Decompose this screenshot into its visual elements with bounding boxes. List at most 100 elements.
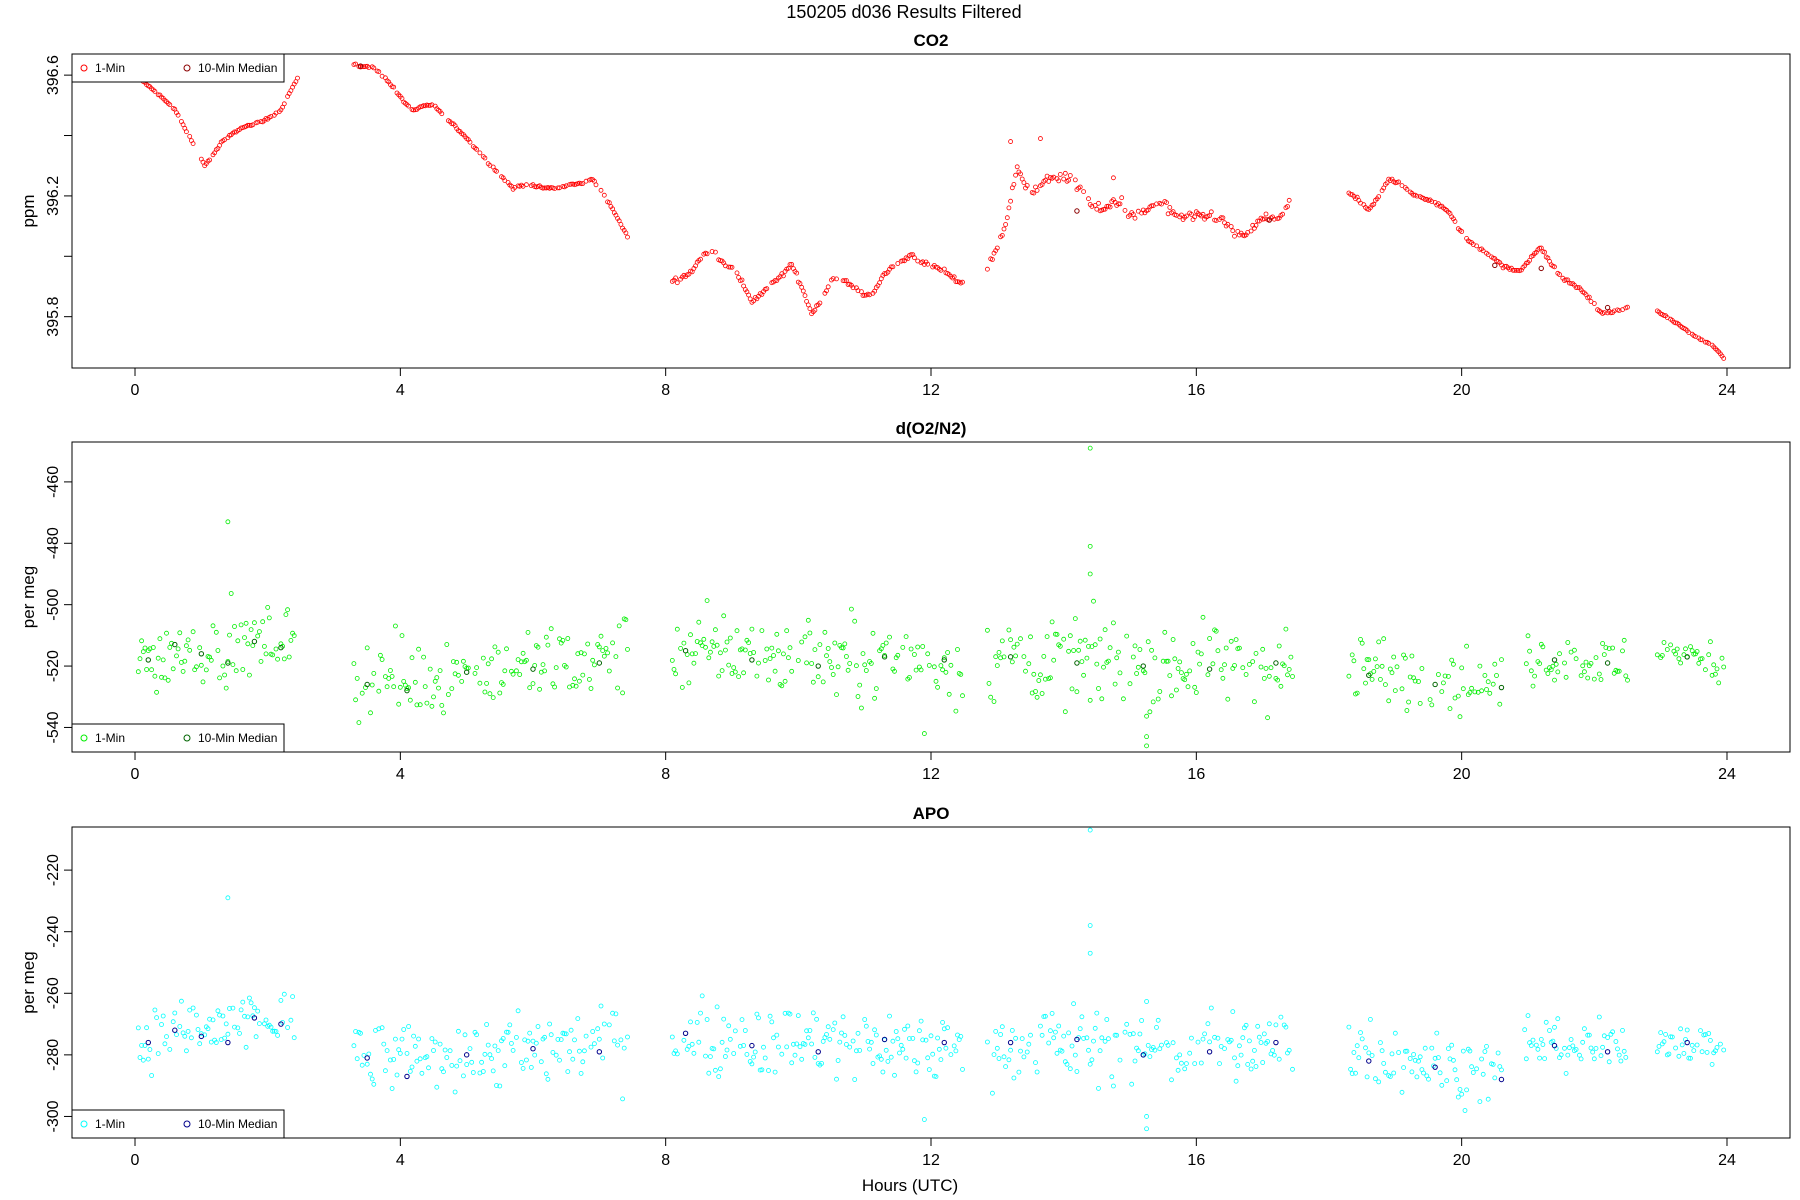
- data-point: [514, 668, 519, 674]
- data-point: [1462, 1108, 1468, 1113]
- y-axis-title: per meg: [19, 566, 38, 628]
- data-point: [1046, 178, 1052, 184]
- data-point: [923, 1037, 929, 1043]
- data-point: [233, 668, 239, 674]
- data-point: [1001, 226, 1007, 232]
- data-point: [698, 1010, 703, 1016]
- data-point: [251, 620, 257, 626]
- data-point: [701, 636, 707, 642]
- data-point: [852, 618, 858, 624]
- data-point: [502, 1063, 508, 1069]
- data-point: [1436, 672, 1441, 677]
- data-point: [1469, 685, 1474, 691]
- data-point: [1139, 1018, 1144, 1023]
- data-point: [532, 1052, 538, 1058]
- data-point: [895, 1036, 901, 1042]
- legend-box: [71, 1109, 285, 1139]
- data-point: [1606, 646, 1612, 651]
- data-point: [1404, 1048, 1410, 1054]
- y-tick-label: -300: [45, 1100, 62, 1132]
- data-point: [1479, 1056, 1484, 1062]
- data-point: [1255, 218, 1261, 224]
- data-point: [1482, 673, 1488, 678]
- data-point: [994, 1045, 1000, 1051]
- data-point: [490, 1068, 496, 1074]
- data-point: [1557, 272, 1562, 277]
- data-point: [703, 1053, 708, 1059]
- data-point: [135, 1025, 141, 1031]
- data-point: [200, 679, 206, 685]
- data-point: [1051, 657, 1057, 663]
- data-point: [1283, 1024, 1289, 1030]
- data-point: [915, 1060, 921, 1066]
- data-point: [1714, 666, 1720, 672]
- data-point: [784, 1044, 790, 1050]
- data-point: [988, 694, 994, 700]
- data-point: [1149, 203, 1154, 209]
- data-point: [366, 65, 372, 70]
- data-point: [162, 1041, 168, 1047]
- data-point: [139, 638, 145, 644]
- data-point: [246, 672, 252, 678]
- data-point: [948, 1052, 954, 1057]
- data-point: [1038, 1023, 1043, 1029]
- data-point: [938, 663, 944, 668]
- x-tick-label: 12: [922, 766, 940, 783]
- data-point: [524, 182, 529, 188]
- data-point: [1550, 1038, 1556, 1044]
- median-point: [1604, 660, 1611, 666]
- data-point: [990, 257, 995, 262]
- data-point: [1368, 1017, 1373, 1022]
- data-point: [1258, 664, 1264, 670]
- data-point: [563, 664, 569, 670]
- data-point: [854, 1048, 859, 1054]
- data-point: [1703, 667, 1708, 673]
- data-point: [1061, 1033, 1067, 1039]
- data-point: [1245, 1062, 1251, 1067]
- data-point: [593, 182, 599, 188]
- data-point: [1696, 660, 1702, 666]
- data-point: [508, 1041, 514, 1046]
- data-point: [1591, 1056, 1597, 1062]
- median-point: [404, 687, 410, 694]
- data-point: [918, 1018, 924, 1024]
- legend: 1-Min 10-Min Median: [71, 1109, 285, 1139]
- data-point: [681, 640, 687, 646]
- data-point: [1096, 686, 1101, 691]
- data-point: [1601, 310, 1607, 316]
- data-point: [1066, 648, 1071, 654]
- data-point: [567, 1049, 572, 1055]
- data-point: [887, 634, 892, 640]
- data-point: [497, 1083, 503, 1089]
- data-point: [1601, 652, 1607, 657]
- data-point: [880, 643, 886, 648]
- data-point: [1067, 633, 1073, 639]
- data-point: [767, 656, 773, 661]
- data-point: [1154, 1025, 1159, 1030]
- data-point: [1134, 671, 1139, 676]
- data-point: [1449, 657, 1455, 663]
- data-point: [437, 668, 443, 673]
- data-point: [674, 1051, 680, 1057]
- data-point: [1285, 672, 1290, 678]
- data-point: [1391, 1070, 1397, 1076]
- data-point: [227, 632, 232, 638]
- data-point: [689, 1041, 695, 1047]
- data-point: [825, 1024, 831, 1030]
- data-point: [1218, 215, 1224, 221]
- data-point: [892, 1072, 897, 1078]
- data-point: [164, 630, 169, 636]
- data-point: [1389, 670, 1395, 676]
- data-point: [592, 662, 597, 668]
- y-axis-title: per meg: [19, 951, 38, 1013]
- data-point: [582, 651, 587, 657]
- data-point: [1358, 637, 1363, 642]
- data-point: [547, 1021, 552, 1027]
- data-point: [1528, 1043, 1534, 1048]
- data-point: [434, 675, 440, 680]
- data-point: [769, 645, 775, 651]
- data-point: [1165, 658, 1171, 664]
- data-point: [1557, 651, 1562, 657]
- data-point: [572, 676, 577, 682]
- data-point: [1373, 656, 1378, 662]
